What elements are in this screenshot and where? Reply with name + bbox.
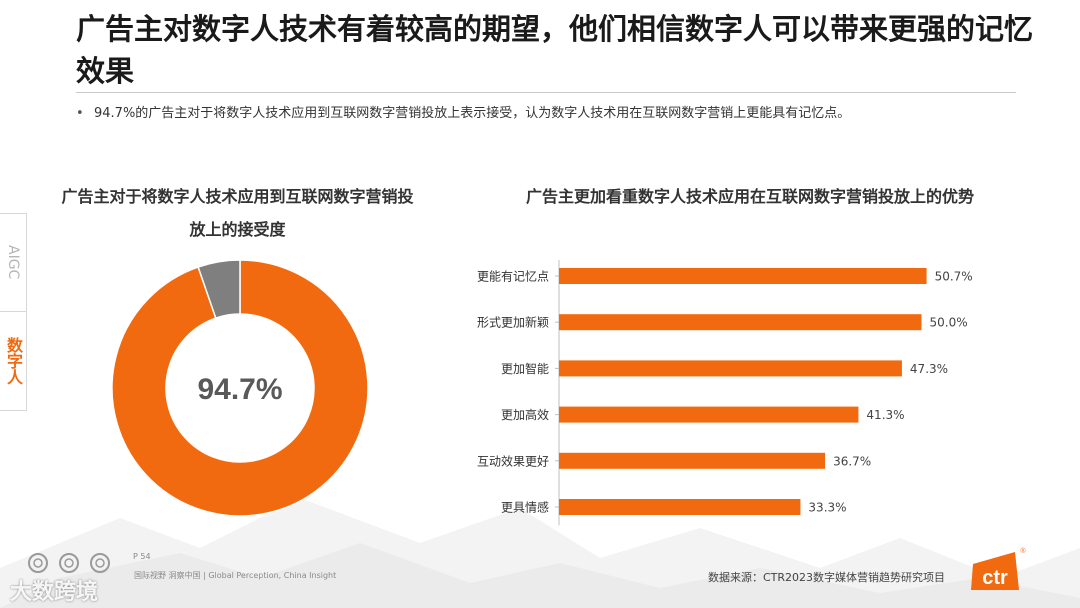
footer-tagline: 国际视野 洞察中国 | Global Perception, China Ins… [134, 571, 337, 580]
ctr-logo: ctr ® [971, 547, 1026, 590]
bar-value-label: 50.7% [935, 270, 973, 284]
page-number: P 54 [133, 552, 151, 561]
title-divider [76, 92, 1016, 93]
bar-category-label: 更加高效 [501, 407, 549, 422]
bar-value-label: 33.3% [808, 501, 846, 515]
watermark: 大数跨境 [10, 580, 99, 605]
bar-category-label: 更能有记忆点 [477, 270, 549, 284]
side-tabs: AIGC 数字人 [0, 213, 27, 413]
bar [559, 268, 927, 284]
bar [559, 406, 859, 423]
bar-chart: 更能有记忆点 50.7% 形式更加新颖 50.0% 更加智能 47.3% 更加高效 41.3%… [477, 260, 973, 526]
donut-chart: 94.7% [111, 259, 369, 517]
side-tab-digital-human[interactable]: 数字人 [0, 311, 27, 411]
bar-category-label: 更具情感 [501, 500, 549, 515]
bar-value-label: 50.0% [930, 316, 968, 330]
bar [559, 499, 801, 515]
side-tab-aigc[interactable]: AIGC [0, 213, 27, 311]
donut-slice-0 [111, 259, 369, 517]
data-source: 数据来源：CTR2023数字媒体营销趋势研究项目 [708, 571, 946, 584]
logo-text: ctr [982, 567, 1008, 589]
logo-registered-mark: ® [1020, 547, 1026, 555]
bar [559, 360, 902, 377]
page-title: 广告主对数字人技术有着较高的期望，他们相信数字人可以带来更强的记忆效果 [76, 12, 1034, 88]
bar-category-label: 互动效果更好 [477, 453, 549, 468]
bar-category-label: 形式更加新颖 [477, 315, 549, 330]
footer-badge-icons [28, 553, 110, 573]
summary-bullet: • 94.7%的广告主对于将数字人技术应用到互联网数字营销投放上表示接受，认为数字… [76, 104, 1036, 124]
bar [559, 314, 922, 331]
background-mountain [0, 498, 1080, 608]
bar-value-label: 36.7% [833, 454, 871, 468]
bar [559, 452, 826, 469]
donut-slice-1 [197, 259, 241, 320]
summary-text: 94.7%的广告主对于将数字人技术应用到互联网数字营销投放上表示接受，认为数字人… [94, 106, 851, 121]
bullet-symbol: • [76, 106, 84, 121]
bar-chart-title: 广告主更加看重数字人技术应用在互联网数字营销投放上的优势 [525, 187, 974, 206]
donut-chart-title: 广告主对于将数字人技术应用到互联网数字营销投放上的接受度 [61, 187, 414, 239]
bar-value-label: 41.3% [866, 408, 904, 422]
donut-center-label: 94.7% [197, 373, 282, 406]
bar-category-label: 更加智能 [501, 361, 549, 376]
bar-value-label: 47.3% [910, 362, 948, 376]
